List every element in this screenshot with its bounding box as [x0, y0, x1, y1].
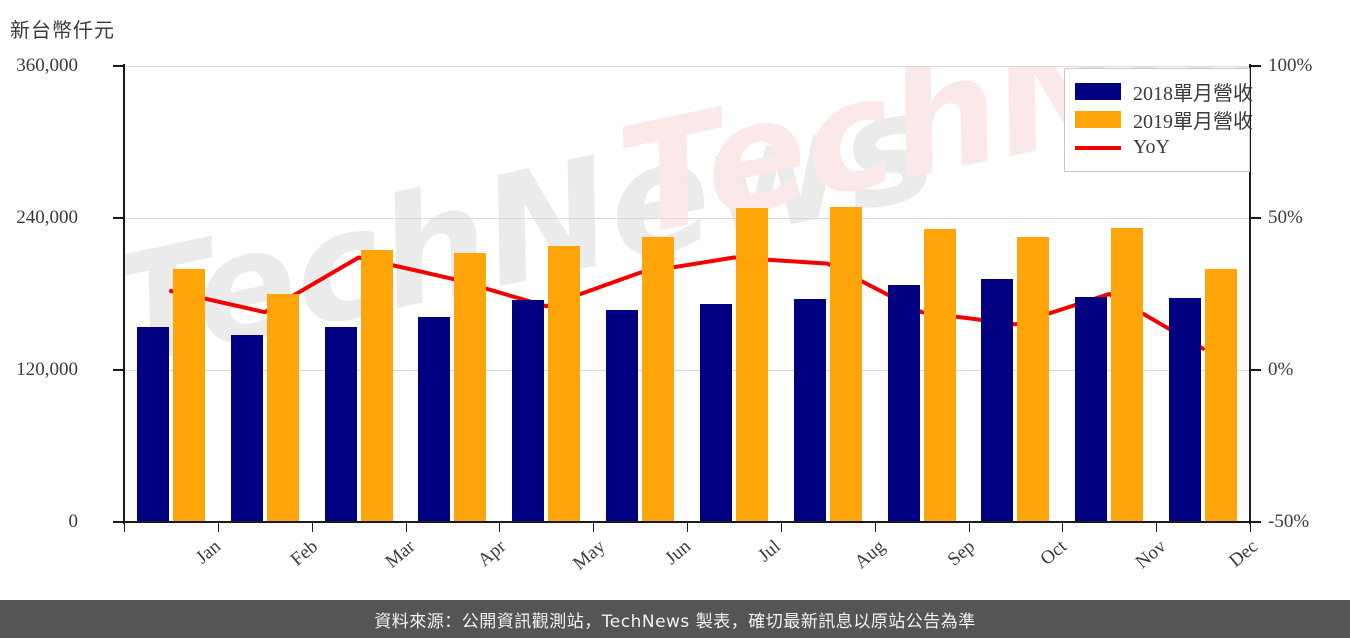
- x-axis-tick: [405, 522, 407, 532]
- legend-item-yoy[interactable]: YoY: [1075, 133, 1239, 161]
- legend-swatch-line-icon: [1075, 139, 1121, 156]
- x-axis-label-dec: Dec: [1225, 536, 1263, 572]
- bar-jan-2018: [136, 326, 169, 522]
- legend-label-2018: 2018單月營收: [1133, 82, 1253, 105]
- bar-dec-2019: [1205, 268, 1238, 522]
- bar-apr-2019: [454, 253, 487, 522]
- x-axis-label-jun: Jun: [661, 536, 695, 570]
- source-footer: 資料來源：公開資訊觀測站，TechNews 製表，確切最新訊息以原站公告為準: [0, 600, 1350, 638]
- y-axis-tick: [113, 65, 124, 67]
- legend-item-2018[interactable]: 2018單月營收: [1075, 77, 1253, 105]
- y2-axis-tick-label: 0%: [1268, 359, 1294, 380]
- y-axis-title: 新台幣仟元: [10, 18, 115, 42]
- y-axis-tick-label: 360,000: [16, 55, 78, 76]
- x-axis-tick: [968, 522, 970, 532]
- bar-oct-2019: [1017, 237, 1050, 522]
- bar-dec-2018: [1169, 297, 1202, 522]
- bar-aug-2019: [829, 206, 862, 522]
- x-axis-tick: [780, 522, 782, 532]
- bar-feb-2019: [266, 294, 299, 522]
- legend-label-yoy: YoY: [1133, 135, 1170, 158]
- bar-oct-2018: [981, 278, 1014, 522]
- y-axis-tick-label: 0: [68, 511, 79, 532]
- bar-jul-2019: [735, 207, 768, 522]
- x-axis-tick: [499, 522, 501, 532]
- bar-feb-2018: [230, 334, 263, 522]
- y2-axis-tick-label: 100%: [1268, 55, 1313, 76]
- y2-axis-tick-label: 50%: [1268, 207, 1303, 228]
- chart-legend: 2018單月營收 2019單月營收 YoY: [1064, 68, 1253, 172]
- bar-mar-2018: [324, 326, 357, 522]
- bar-may-2019: [548, 245, 581, 522]
- x-axis-label-apr: Apr: [474, 536, 511, 572]
- bar-jan-2019: [172, 268, 205, 522]
- x-axis-tick: [593, 522, 595, 532]
- bar-jun-2019: [642, 237, 675, 522]
- legend-swatch-orange-icon: [1075, 110, 1121, 128]
- bar-nov-2019: [1111, 228, 1144, 522]
- x-axis-label-jul: Jul: [754, 536, 785, 567]
- x-axis-tick: [1062, 522, 1064, 532]
- y2-axis-tick: [1250, 65, 1261, 67]
- gridline: [124, 218, 1250, 219]
- y-axis-tick-label: 240,000: [16, 207, 78, 228]
- bar-apr-2018: [418, 316, 451, 522]
- x-axis-label-jan: Jan: [191, 536, 225, 569]
- bar-jul-2018: [699, 304, 732, 522]
- y-axis-tick: [113, 217, 124, 219]
- x-axis-tick: [1156, 522, 1158, 532]
- bar-sep-2018: [887, 285, 920, 522]
- x-axis-label-mar: Mar: [380, 536, 419, 573]
- bar-mar-2019: [360, 249, 393, 522]
- y2-axis-tick: [1250, 369, 1261, 371]
- legend-item-2019[interactable]: 2019單月營收: [1075, 105, 1253, 133]
- x-axis-tick: [687, 522, 688, 532]
- legend-swatch-navy-icon: [1075, 82, 1121, 100]
- x-axis-label-aug: Aug: [850, 536, 889, 574]
- legend-label-2019: 2019單月營收: [1133, 110, 1253, 133]
- y-axis-tick-label: 120,000: [16, 359, 78, 380]
- x-axis-tick: [217, 522, 219, 532]
- y2-axis-tick: [1250, 217, 1261, 219]
- left-axis-line: [123, 64, 125, 524]
- x-axis-label-sep: Sep: [943, 536, 979, 571]
- gridline: [124, 66, 1250, 67]
- x-axis-tick: [1250, 522, 1251, 532]
- bar-jun-2018: [606, 310, 639, 522]
- x-axis-label-may: May: [569, 536, 610, 575]
- bar-sep-2019: [923, 229, 956, 522]
- right-axis-line: [1249, 64, 1251, 524]
- gridline: [124, 370, 1250, 371]
- bar-may-2018: [512, 300, 545, 522]
- y2-axis-tick-label: -50%: [1268, 511, 1310, 532]
- x-axis-tick: [124, 522, 125, 532]
- x-axis-tick: [311, 522, 313, 532]
- x-axis-label-nov: Nov: [1131, 536, 1171, 574]
- bar-aug-2018: [793, 299, 826, 522]
- y-axis-tick: [113, 369, 124, 371]
- bar-nov-2018: [1075, 296, 1108, 522]
- x-axis-label-feb: Feb: [286, 536, 322, 571]
- y-axis-tick: [113, 521, 124, 523]
- y2-axis-tick: [1250, 521, 1261, 523]
- x-axis-tick: [874, 522, 876, 532]
- plot-area: [124, 66, 1250, 522]
- x-axis-label-oct: Oct: [1036, 536, 1072, 570]
- source-footer-text: 資料來源：公開資訊觀測站，TechNews 製表，確切最新訊息以原站公告為準: [374, 611, 976, 632]
